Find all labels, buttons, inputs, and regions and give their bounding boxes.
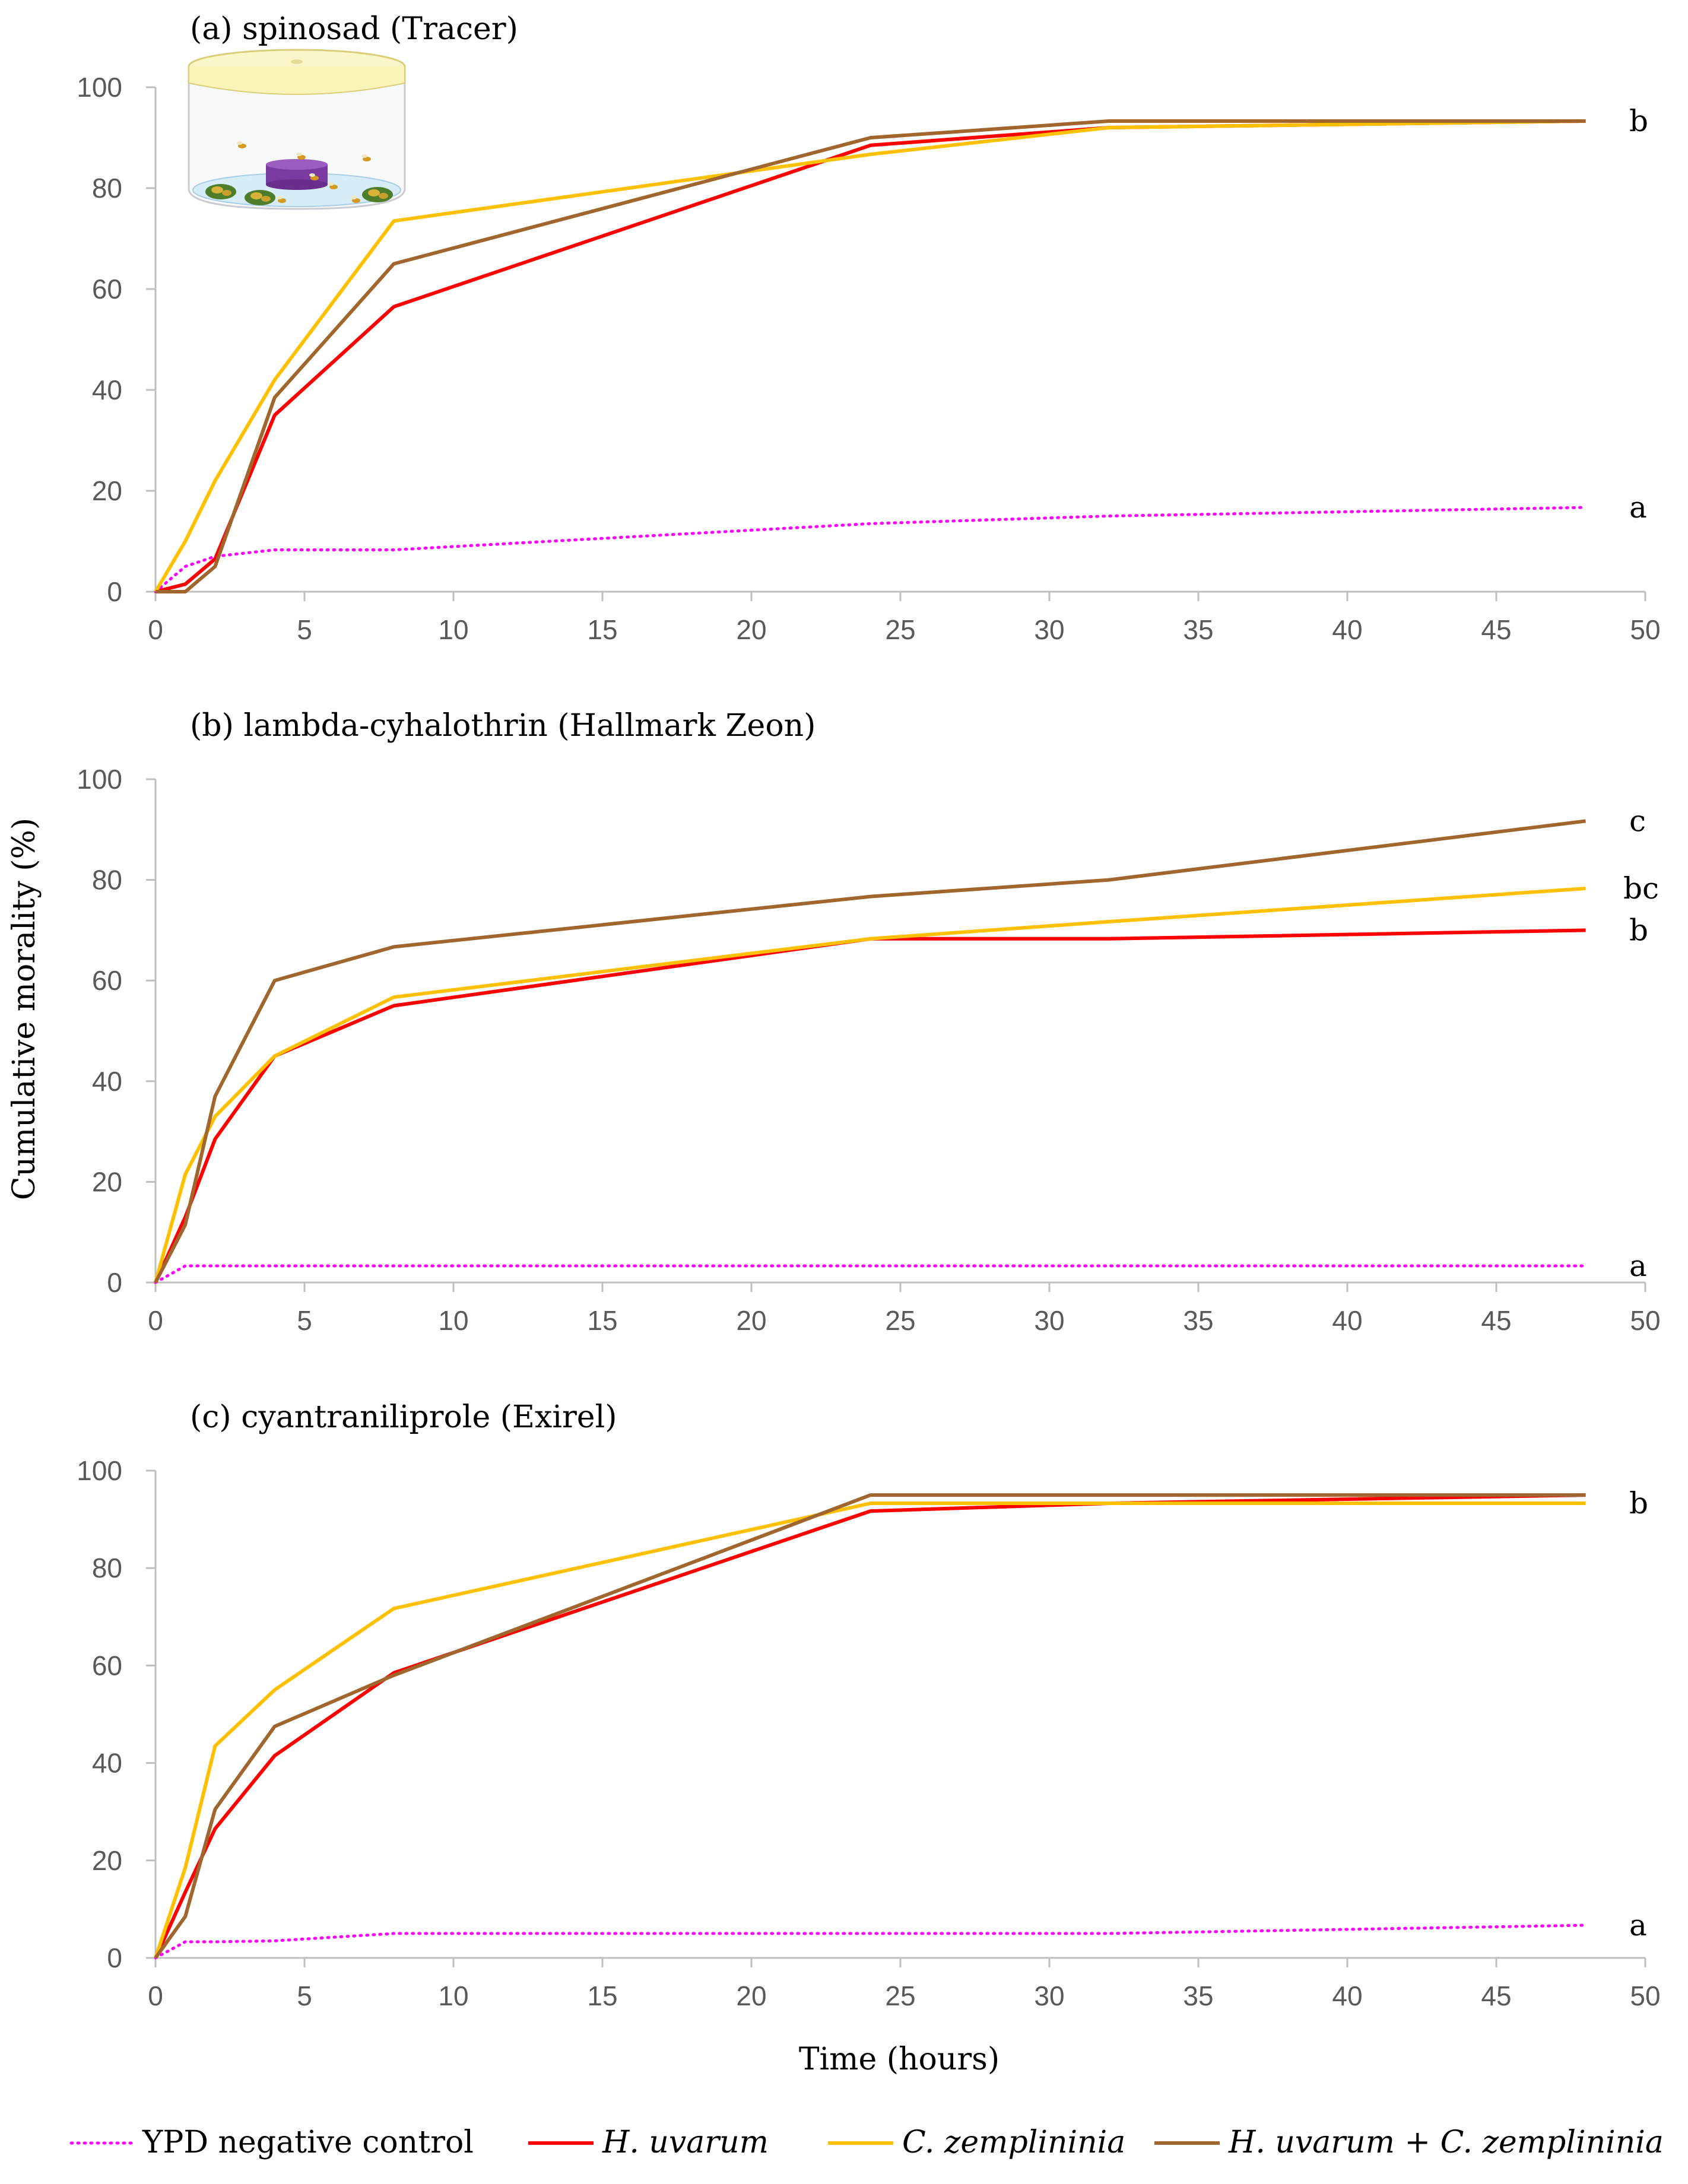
x-tick-label: 25: [885, 1980, 915, 2011]
panel-title: (b) lambda-cyhalothrin (Hallmark Zeon): [190, 708, 816, 744]
x-tick-label: 20: [736, 1305, 766, 1336]
significance-label: a: [1629, 490, 1647, 525]
panel-title: (a) spinosad (Tracer): [190, 11, 518, 47]
y-tick-label: 20: [92, 475, 122, 506]
x-tick-label: 5: [297, 1305, 312, 1336]
x-tick-label: 35: [1183, 1305, 1213, 1336]
y-tick-label: 80: [92, 865, 122, 896]
x-axis-label: Time (hours): [799, 2042, 1000, 2077]
legend-item-hu: H. uvarum: [528, 2125, 769, 2160]
legend-label: H. uvarum + C. zemplininia: [1228, 2125, 1664, 2160]
series-line-cz: [154, 1502, 1586, 1958]
series-line-control: [154, 1923, 1588, 1960]
x-tick-label: 35: [1183, 1980, 1213, 2011]
x-tick-label: 35: [1183, 614, 1213, 645]
legend-item-cz: C. zemplininia: [828, 2125, 1125, 2160]
panel-title: (c) cyantraniliprole (Exirel): [190, 1399, 617, 1435]
significance-label: bc: [1623, 871, 1659, 906]
y-tick-label: 40: [92, 374, 122, 405]
x-tick-label: 0: [148, 1980, 163, 2011]
x-tick-label: 10: [438, 614, 468, 645]
series-line-combo: [154, 819, 1586, 1284]
y-tick-label: 40: [92, 1748, 122, 1779]
series-line-combo: [154, 1493, 1586, 1959]
y-tick-label: 100: [77, 764, 122, 795]
x-tick-label: 25: [885, 614, 915, 645]
series-line-control: [154, 506, 1588, 593]
significance-label: c: [1629, 804, 1646, 838]
y-tick-label: 80: [92, 1553, 122, 1583]
x-tick-label: 40: [1332, 614, 1362, 645]
x-tick-label: 15: [587, 614, 617, 645]
significance-label: b: [1629, 913, 1648, 947]
legend-item-combo: H. uvarum + C. zemplininia: [1154, 2125, 1664, 2160]
legend-label: H. uvarum: [602, 2125, 769, 2160]
x-tick-label: 50: [1630, 1980, 1660, 2011]
series-line-cz: [154, 887, 1586, 1283]
x-tick-label: 30: [1034, 1980, 1064, 2011]
x-tick-label: 15: [587, 1305, 617, 1336]
petri-dish-with-flies-icon: [188, 49, 406, 210]
y-tick-label: 60: [92, 1650, 122, 1681]
significance-label: b: [1629, 1486, 1648, 1520]
series-line-cz: [154, 119, 1586, 593]
x-tick-label: 0: [148, 614, 163, 645]
x-tick-label: 30: [1034, 1305, 1064, 1336]
chart-panel: (c) cyantraniliprole (Exirel) 0 20 40 60 80 10…: [77, 1399, 1660, 2011]
significance-label: a: [1629, 1908, 1647, 1942]
x-tick-label: 15: [587, 1980, 617, 2011]
chart-panel: (b) lambda-cyhalothrin (Hallmark Zeon) 0 2…: [77, 708, 1660, 1336]
chart-panel: (a) spinosad (Tracer) 0 20 40 60 80 100 0 5 10 15 2…: [77, 11, 1660, 645]
y-tick-label: 100: [77, 72, 122, 103]
y-tick-label: 0: [107, 576, 122, 607]
x-tick-label: 45: [1481, 614, 1511, 645]
x-tick-label: 25: [885, 1305, 915, 1336]
y-tick-label: 20: [92, 1166, 122, 1197]
x-tick-label: 40: [1332, 1980, 1362, 2011]
x-tick-label: 10: [438, 1305, 468, 1336]
legend-label: C. zemplininia: [902, 2125, 1125, 2160]
y-tick-label: 80: [92, 173, 122, 204]
y-tick-label: 60: [92, 274, 122, 304]
x-tick-label: 5: [297, 1980, 312, 2011]
y-tick-label: 100: [77, 1455, 122, 1486]
series-line-combo: [156, 119, 1586, 593]
series-line-control: [154, 1264, 1588, 1284]
x-tick-label: 30: [1034, 614, 1064, 645]
x-tick-label: 20: [736, 1980, 766, 2011]
y-tick-label: 60: [92, 965, 122, 996]
x-tick-label: 20: [736, 614, 766, 645]
y-tick-label: 0: [107, 1942, 122, 1973]
y-tick-label: 40: [92, 1066, 122, 1097]
legend-label: YPD negative control: [142, 2125, 474, 2160]
significance-label: a: [1629, 1249, 1647, 1283]
x-tick-label: 50: [1630, 614, 1660, 645]
x-tick-label: 45: [1481, 1980, 1511, 2011]
x-tick-label: 0: [148, 1305, 163, 1336]
x-tick-label: 45: [1481, 1305, 1511, 1336]
y-tick-label: 20: [92, 1845, 122, 1876]
x-tick-label: 40: [1332, 1305, 1362, 1336]
x-tick-label: 50: [1630, 1305, 1660, 1336]
x-tick-label: 10: [438, 1980, 468, 2011]
legend-item-control: YPD negative control: [69, 2125, 474, 2160]
x-tick-label: 5: [297, 614, 312, 645]
legend: YPD negative control H. uvarum C. zemplini…: [69, 2125, 1664, 2160]
y-axis-label: Cumulative morality (%): [7, 818, 42, 1200]
y-tick-label: 0: [107, 1267, 122, 1298]
significance-label: b: [1629, 104, 1648, 138]
